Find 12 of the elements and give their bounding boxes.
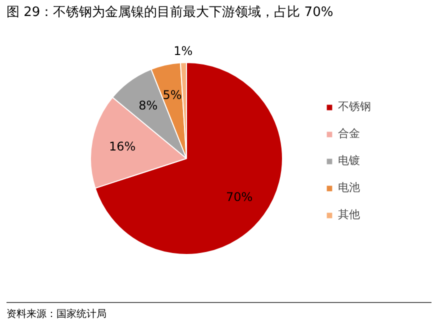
legend-label: 合金 <box>338 126 360 141</box>
data-label: 16% <box>109 139 136 154</box>
text: 资料来源：国家统计局 <box>6 308 106 320</box>
legend-label: 电镀 <box>338 153 360 168</box>
data-label: 1% <box>174 44 193 58</box>
data-label: 8% <box>138 98 158 113</box>
data-label: 70% <box>226 190 253 204</box>
legend-label: 其他 <box>338 207 360 222</box>
data-label: 5% <box>162 88 182 102</box>
legend-label: 电池 <box>338 180 360 195</box>
chart-title: 图 29：不锈钢为金属镍的目前最大下游领域，占比 70% <box>6 5 334 20</box>
legend-label: 不锈钢 <box>338 99 371 114</box>
